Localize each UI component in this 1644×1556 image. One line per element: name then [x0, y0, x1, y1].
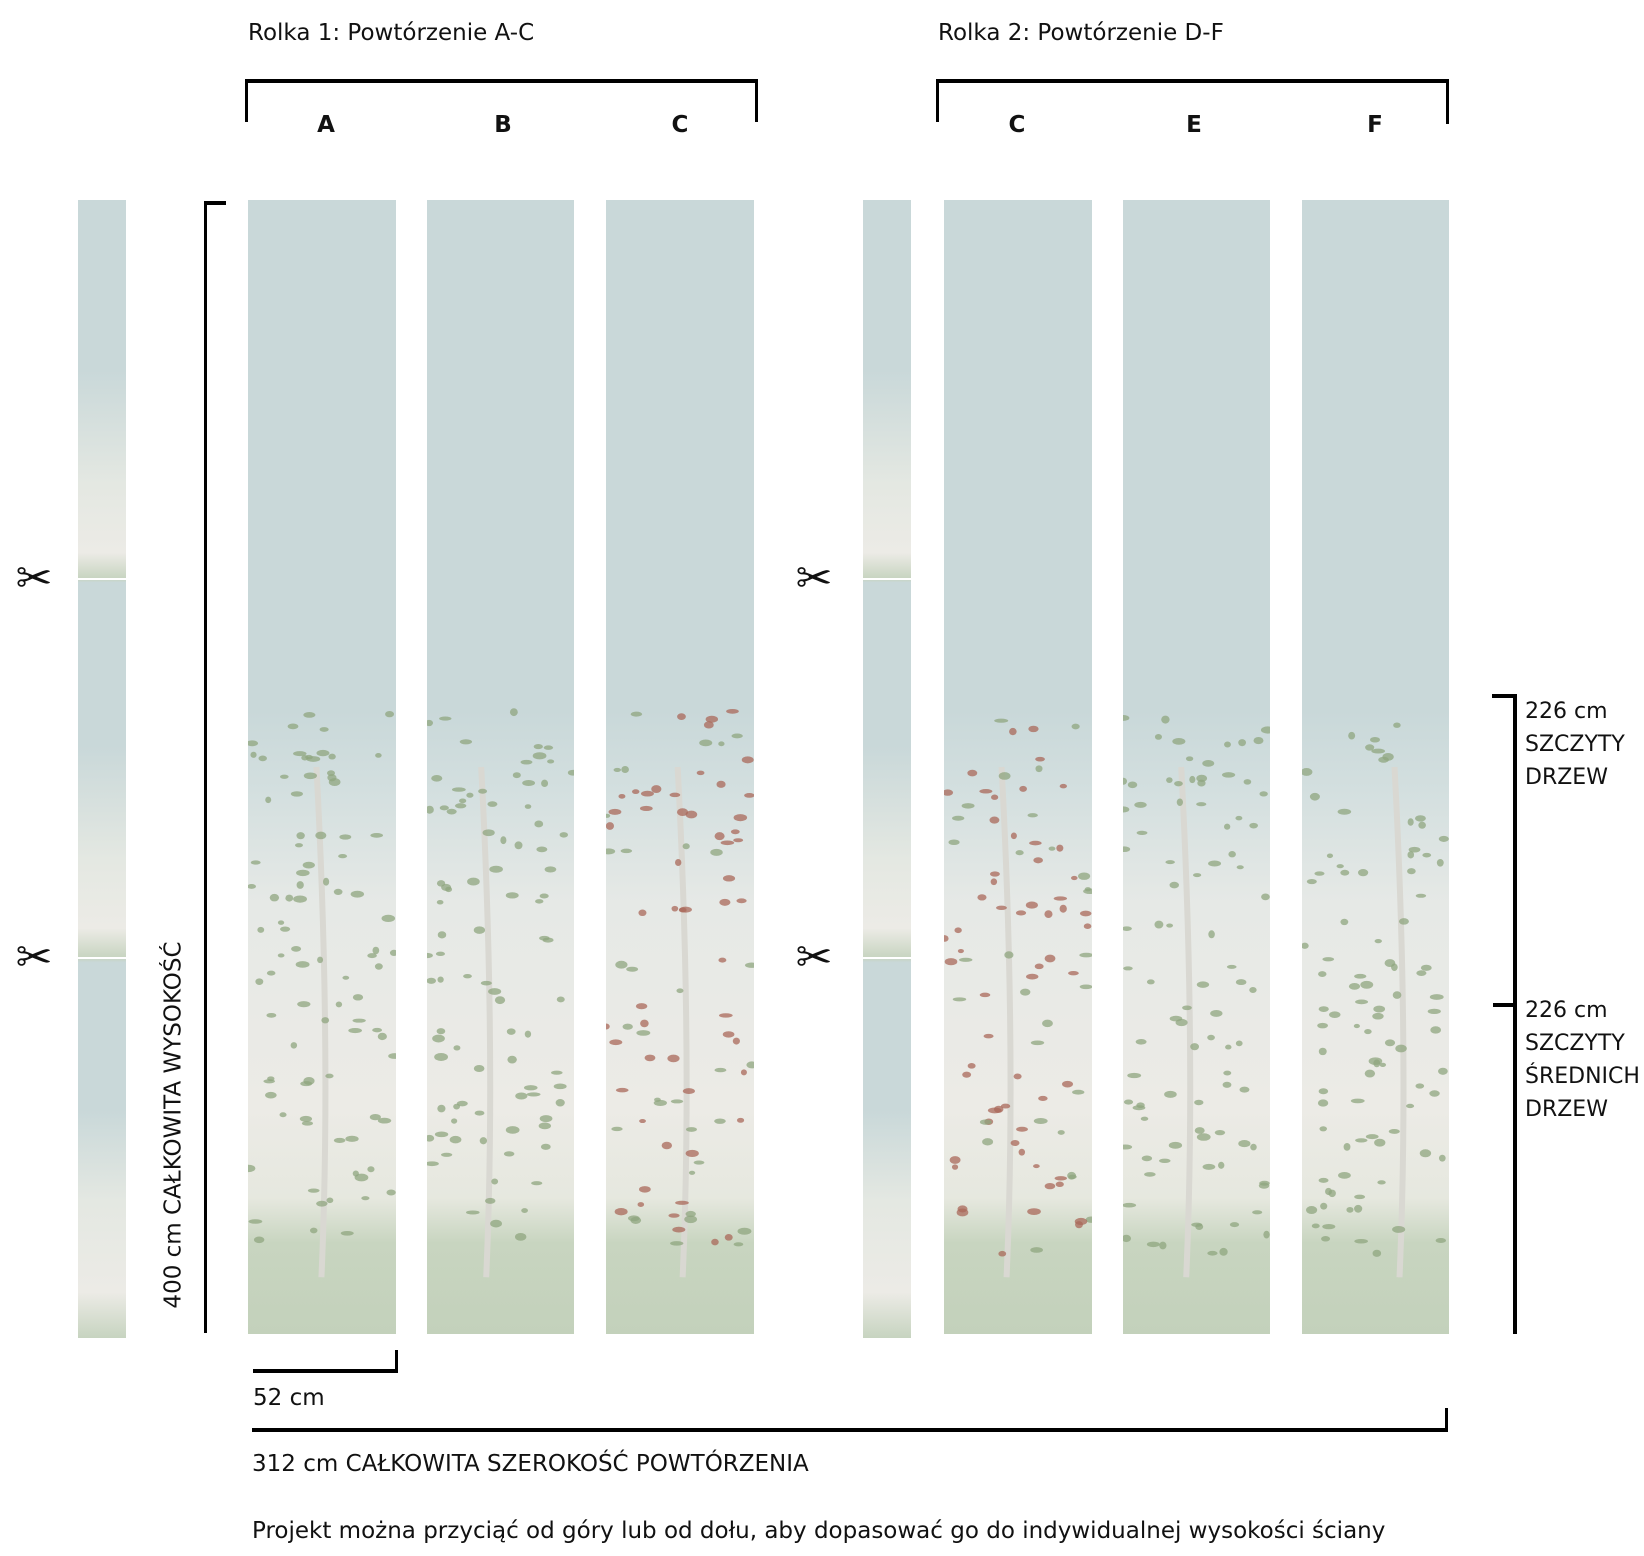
- foliage-illustration: [427, 708, 574, 1278]
- scissors-icon: ✂: [15, 932, 53, 983]
- foliage-illustration: [1123, 714, 1270, 1278]
- foliage-illustration: [248, 710, 396, 1278]
- panel-label-e: E: [1186, 112, 1202, 138]
- roll-1-title: Rolka 1: Powtórzenie A-C: [248, 20, 535, 46]
- foliage-illustration: [606, 708, 754, 1278]
- wallpaper-panel-a: [248, 200, 396, 1334]
- panel-label-a: A: [317, 112, 335, 138]
- scissors-icon: ✂: [15, 553, 53, 604]
- roll-2-strip-preview: [863, 200, 911, 1338]
- wallpaper-panel-c2: [944, 200, 1092, 1334]
- scissors-icon: ✂: [795, 932, 833, 983]
- trim-note: Projekt można przyciąć od góry lub od do…: [252, 1518, 1386, 1544]
- roll-1-strip-preview: [78, 200, 126, 1338]
- panel-label-f: F: [1367, 112, 1383, 138]
- scissors-icon: ✂: [795, 553, 833, 604]
- tree-tops-label: 226 cm SZCZYTY DRZEW: [1525, 699, 1625, 790]
- total-width-label: 312 cm CAŁKOWITA SZEROKOŚĆ POWTÓRZENIA: [252, 1451, 809, 1477]
- wallpaper-panel-c: [606, 200, 754, 1334]
- roll-2-title: Rolka 2: Powtórzenie D-F: [938, 20, 1224, 46]
- panel-label-c: C: [671, 112, 689, 138]
- mid-tree-tops-label: 226 cm SZCZYTY ŚREDNICH DRZEW: [1525, 998, 1640, 1122]
- foliage-illustration: [1302, 722, 1449, 1278]
- panel-label-b: B: [494, 112, 512, 138]
- wallpaper-panel-f: [1302, 200, 1449, 1334]
- panel-width-label: 52 cm: [253, 1385, 325, 1411]
- wallpaper-panel-e: [1123, 200, 1270, 1334]
- foliage-illustration: [944, 718, 1092, 1278]
- panel-label-c2: C: [1008, 112, 1026, 138]
- wallpaper-panel-b: [427, 200, 574, 1334]
- height-label: 400 cm CAŁKOWITA WYSOKOŚĆ: [160, 941, 187, 1309]
